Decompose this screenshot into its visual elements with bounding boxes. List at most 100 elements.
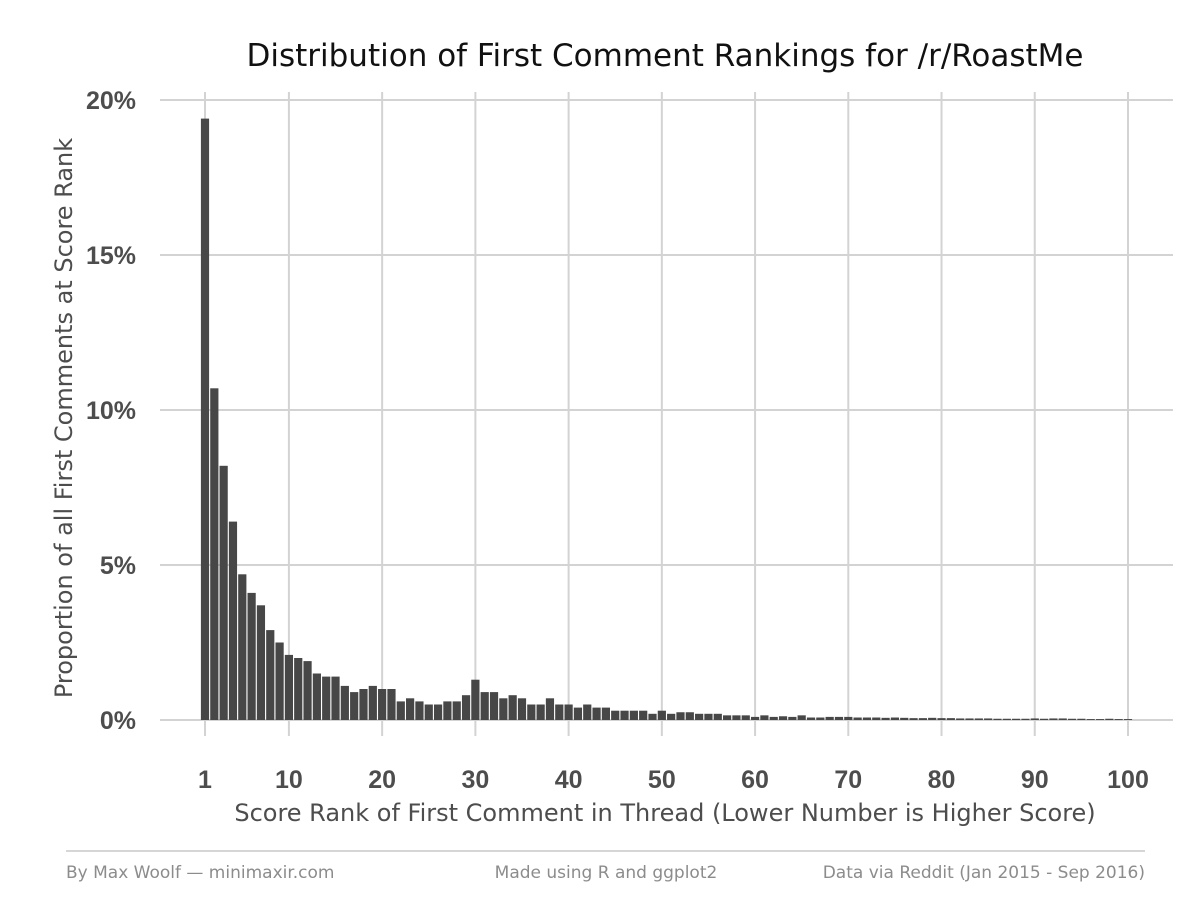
bar-rank-19 bbox=[368, 685, 377, 720]
bar-rank-17 bbox=[350, 692, 359, 720]
bar-rank-37 bbox=[536, 704, 545, 720]
bar-rank-62 bbox=[769, 716, 778, 720]
bar-rank-34 bbox=[508, 695, 517, 720]
x-tick-label: 60 bbox=[741, 766, 769, 794]
bar-rank-80 bbox=[937, 718, 946, 720]
bar-rank-77 bbox=[909, 718, 918, 720]
bar-rank-99 bbox=[1114, 719, 1123, 720]
x-tick-label: 70 bbox=[834, 766, 862, 794]
bar-rank-55 bbox=[704, 713, 713, 720]
bar-rank-82 bbox=[956, 718, 965, 720]
bar-rank-23 bbox=[406, 698, 415, 720]
y-tick-label: 10% bbox=[86, 397, 136, 425]
bar-rank-91 bbox=[1039, 718, 1049, 720]
bar-rank-84 bbox=[974, 718, 983, 720]
bar-rank-63 bbox=[778, 716, 788, 720]
bar-rank-33 bbox=[499, 698, 508, 720]
bar-rank-86 bbox=[993, 718, 1002, 720]
bar-rank-90 bbox=[1030, 718, 1039, 720]
y-tick-label: 15% bbox=[86, 242, 136, 270]
bar-rank-39 bbox=[555, 704, 564, 720]
x-tick-label: 100 bbox=[1107, 766, 1149, 794]
bar-rank-70 bbox=[844, 716, 853, 720]
bar-rank-48 bbox=[639, 710, 648, 720]
bar-rank-10 bbox=[284, 654, 294, 720]
bar-rank-43 bbox=[592, 707, 601, 720]
bar-rank-59 bbox=[741, 715, 750, 720]
bar-rank-8 bbox=[266, 630, 275, 720]
y-axis-title: Proportion of all First Comments at Scor… bbox=[50, 138, 78, 698]
bar-rank-16 bbox=[340, 685, 349, 720]
bars bbox=[200, 118, 1133, 721]
bar-rank-65 bbox=[797, 715, 806, 720]
bar-rank-20 bbox=[378, 689, 387, 720]
footer-source: Data via Reddit (Jan 2015 - Sep 2016) bbox=[823, 863, 1145, 883]
x-tick-label: 50 bbox=[648, 766, 676, 794]
bar-rank-75 bbox=[890, 717, 900, 720]
bar-rank-3 bbox=[219, 465, 228, 720]
bar-rank-50 bbox=[657, 710, 666, 720]
bar-rank-52 bbox=[676, 712, 685, 720]
bar-rank-97 bbox=[1095, 719, 1105, 720]
bar-rank-96 bbox=[1086, 719, 1095, 720]
bar-rank-83 bbox=[965, 718, 974, 720]
x-tick-label: 90 bbox=[1021, 766, 1049, 794]
bar-rank-18 bbox=[359, 689, 368, 720]
bar-rank-2 bbox=[210, 388, 219, 720]
bar-rank-56 bbox=[713, 713, 722, 720]
bar-rank-24 bbox=[415, 701, 424, 720]
x-tick-label: 1 bbox=[198, 766, 212, 794]
bar-rank-40 bbox=[564, 704, 573, 720]
x-tick-label: 10 bbox=[275, 766, 303, 794]
bar-rank-64 bbox=[788, 716, 797, 720]
bar-rank-73 bbox=[872, 717, 881, 720]
bar-rank-87 bbox=[1002, 718, 1011, 720]
bar-rank-93 bbox=[1058, 718, 1067, 720]
x-axis-title: Score Rank of First Comment in Thread (L… bbox=[234, 799, 1095, 827]
bar-rank-45 bbox=[611, 710, 620, 720]
bar-rank-35 bbox=[517, 698, 527, 720]
bar-rank-30 bbox=[471, 679, 480, 720]
bar-rank-89 bbox=[1021, 718, 1030, 720]
bar-rank-13 bbox=[312, 673, 321, 720]
bar-rank-5 bbox=[238, 574, 247, 720]
bar-rank-94 bbox=[1067, 718, 1077, 720]
x-tick-label: 40 bbox=[555, 766, 583, 794]
footer-author: By Max Woolf — minimaxir.com bbox=[66, 863, 335, 883]
bar-rank-28 bbox=[452, 701, 461, 720]
bar-rank-11 bbox=[294, 658, 303, 720]
bar-rank-42 bbox=[583, 704, 592, 720]
bar-rank-60 bbox=[750, 716, 760, 720]
y-tick-labels: 0% 5% 10% 15% 20% bbox=[86, 87, 136, 735]
bar-rank-92 bbox=[1049, 718, 1058, 720]
bar-rank-78 bbox=[918, 718, 927, 720]
bar-rank-29 bbox=[461, 695, 471, 720]
bar-rank-14 bbox=[322, 676, 331, 720]
bar-rank-31 bbox=[480, 692, 489, 720]
bar-rank-68 bbox=[825, 716, 834, 720]
bar-rank-66 bbox=[806, 717, 816, 720]
bar-rank-95 bbox=[1077, 718, 1086, 720]
bar-rank-25 bbox=[424, 704, 433, 720]
bar-rank-36 bbox=[527, 704, 536, 720]
bar-rank-27 bbox=[443, 701, 452, 720]
bar-rank-72 bbox=[862, 717, 872, 720]
bar-rank-76 bbox=[900, 717, 909, 720]
bar-rank-32 bbox=[489, 692, 499, 720]
bar-rank-9 bbox=[275, 642, 284, 720]
bar-rank-79 bbox=[928, 717, 937, 720]
bar-rank-54 bbox=[695, 713, 704, 720]
bar-rank-100 bbox=[1123, 719, 1133, 720]
bar-rank-81 bbox=[946, 718, 955, 720]
bar-rank-53 bbox=[685, 712, 694, 720]
y-tick-label: 20% bbox=[86, 87, 136, 115]
bar-rank-67 bbox=[816, 717, 825, 720]
bar-rank-71 bbox=[853, 717, 862, 720]
bar-rank-61 bbox=[760, 715, 769, 720]
bar-rank-12 bbox=[303, 661, 312, 720]
bar-rank-26 bbox=[433, 704, 443, 720]
bar-rank-22 bbox=[396, 701, 405, 720]
